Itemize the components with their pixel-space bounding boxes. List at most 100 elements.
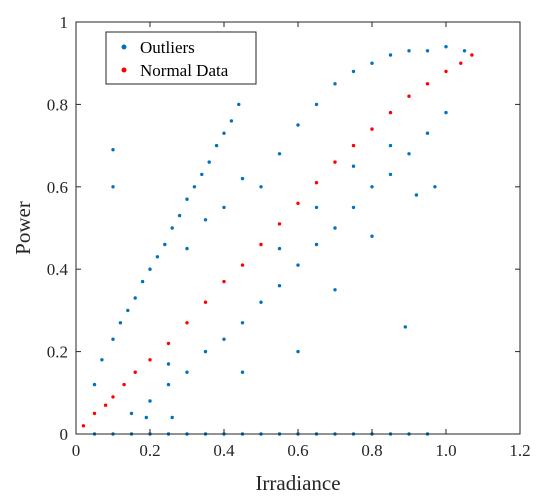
point-outliers — [277, 246, 282, 251]
y-tick-label: 0.8 — [47, 95, 68, 114]
legend-label: Normal Data — [140, 61, 229, 80]
point-outliers — [144, 415, 148, 420]
point-normal-data — [444, 69, 448, 74]
point-outliers — [177, 213, 182, 218]
points-layer — [81, 45, 474, 436]
x-tick-label: 1.0 — [435, 441, 456, 460]
point-normal-data — [296, 201, 300, 205]
point-outliers — [166, 362, 171, 366]
point-outliers — [200, 172, 204, 177]
point-normal-data — [92, 411, 97, 416]
point-normal-data — [333, 160, 337, 164]
point-normal-data — [148, 358, 152, 362]
point-outliers — [170, 226, 174, 230]
x-tick-label: 0.8 — [361, 441, 382, 460]
point-outliers — [203, 349, 208, 354]
series-normal-data — [81, 53, 474, 428]
point-normal-data — [425, 82, 430, 86]
point-outliers — [388, 172, 393, 177]
point-outliers — [185, 370, 189, 374]
point-outliers — [240, 370, 245, 374]
point-normal-data — [122, 382, 126, 387]
point-outliers — [166, 382, 171, 387]
series-outliers — [92, 45, 467, 436]
point-outliers — [148, 267, 152, 271]
point-normal-data — [166, 341, 171, 346]
point-normal-data — [351, 143, 356, 148]
x-axis: 0 0.2 0.4 0.6 0.8 1.0 1.2 — [72, 22, 531, 460]
point-outliers — [170, 415, 174, 420]
point-outliers — [314, 242, 319, 247]
point-outliers — [403, 325, 407, 329]
point-outliers — [333, 82, 337, 86]
point-outliers — [351, 164, 356, 168]
point-outliers — [229, 119, 234, 123]
point-outliers — [333, 226, 337, 230]
point-outliers — [111, 148, 115, 152]
point-outliers — [140, 279, 145, 284]
point-outliers — [222, 131, 226, 135]
point-outliers — [444, 45, 448, 49]
point-normal-data — [240, 263, 245, 267]
point-outliers — [237, 102, 241, 107]
point-normal-data — [407, 94, 411, 98]
y-tick-label: 0.2 — [47, 343, 68, 362]
point-outliers — [296, 263, 300, 267]
y-tick-label: 0 — [60, 425, 69, 444]
point-normal-data — [222, 279, 226, 284]
point-outliers — [185, 197, 189, 201]
point-normal-data — [133, 370, 137, 374]
point-outliers — [370, 234, 374, 238]
point-outliers — [370, 61, 374, 65]
point-outliers — [214, 143, 219, 148]
point-outliers — [414, 193, 419, 197]
point-normal-data — [103, 403, 108, 407]
x-tick-label: 1.2 — [509, 441, 530, 460]
point-outliers — [259, 300, 263, 304]
point-outliers — [277, 284, 282, 288]
point-outliers — [222, 337, 226, 341]
point-normal-data — [81, 424, 86, 428]
point-outliers — [462, 49, 467, 53]
point-outliers — [351, 205, 356, 210]
point-outliers — [314, 205, 319, 210]
x-tick-label: 0 — [72, 441, 81, 460]
point-outliers — [111, 337, 115, 341]
point-outliers — [444, 110, 448, 115]
point-outliers — [433, 185, 437, 189]
point-normal-data — [314, 181, 319, 185]
point-normal-data — [370, 127, 374, 131]
point-outliers — [148, 399, 152, 403]
point-outliers — [388, 143, 393, 148]
point-outliers — [126, 308, 130, 313]
point-outliers — [407, 49, 411, 53]
point-outliers — [351, 69, 356, 74]
point-outliers — [92, 382, 97, 387]
legend: Outliers Normal Data — [105, 31, 257, 85]
legend-marker — [121, 67, 127, 73]
point-normal-data — [277, 222, 282, 226]
y-axis-title: Power — [11, 201, 35, 255]
point-outliers — [240, 176, 245, 181]
point-outliers — [296, 349, 300, 354]
x-axis-title: Irradiance — [255, 471, 340, 495]
point-outliers — [425, 49, 430, 53]
point-normal-data — [111, 395, 115, 399]
point-outliers — [155, 255, 160, 259]
point-outliers — [370, 185, 374, 189]
y-tick-label: 0.6 — [47, 178, 68, 197]
y-axis: 0 0.2 0.4 0.6 0.8 1 — [47, 13, 520, 444]
point-outliers — [407, 152, 411, 156]
point-outliers — [207, 160, 211, 164]
point-outliers — [277, 152, 282, 156]
point-normal-data — [203, 300, 208, 304]
legend-box — [105, 31, 257, 85]
point-outliers — [333, 288, 337, 292]
y-tick-label: 1 — [60, 13, 69, 32]
point-outliers — [222, 205, 226, 210]
point-outliers — [240, 321, 245, 325]
point-outliers — [388, 53, 393, 57]
point-outliers — [163, 242, 167, 247]
x-tick-label: 0.4 — [213, 441, 235, 460]
